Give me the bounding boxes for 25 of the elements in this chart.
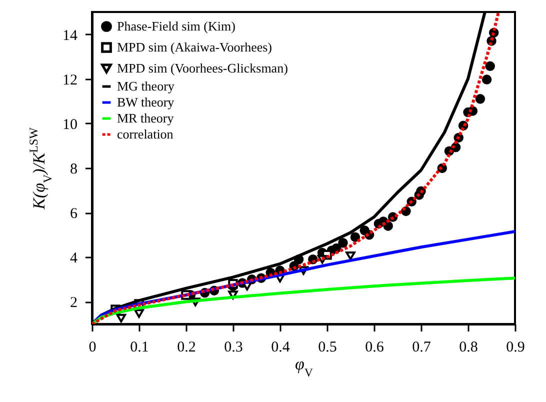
x-tick-label: 0.9: [506, 340, 525, 356]
y-tick-label: 12: [62, 72, 78, 88]
legend-label: MR theory: [117, 110, 174, 126]
x-tick-label: 0.5: [318, 340, 337, 356]
legend-label: MG theory: [117, 78, 175, 94]
x-tick-label: 0: [88, 340, 96, 356]
legend-label: BW theory: [117, 94, 175, 110]
y-tick-label: 14: [62, 28, 78, 44]
x-tick-label: 0.7: [412, 340, 432, 356]
legend-label: correlation: [117, 126, 174, 142]
legend-label: MPD sim (Akaiwa-Voorhees): [117, 40, 272, 54]
y-tick-label: 8: [70, 162, 78, 178]
y-tick-label: 10: [62, 116, 78, 133]
legend-label: Phase-Field sim (Kim): [117, 18, 236, 34]
x-tick-label: 0.6: [365, 340, 384, 356]
x-axis-title: φ$_{V}$: [295, 354, 314, 380]
legend-label: MPD sim (Voorhees-Glicksman): [117, 60, 288, 76]
x-tick-label: 0.2: [177, 340, 196, 356]
x-tick-label: 0.1: [130, 340, 149, 356]
x-tick-label: 0.4: [271, 340, 290, 356]
x-tick-label: 0.8: [459, 340, 478, 356]
y-tick-label: 4: [70, 250, 78, 267]
y-tick-label: 6: [70, 206, 78, 222]
x-tick-label: 0.3: [224, 340, 243, 356]
y-tick-label: 2: [70, 295, 78, 312]
